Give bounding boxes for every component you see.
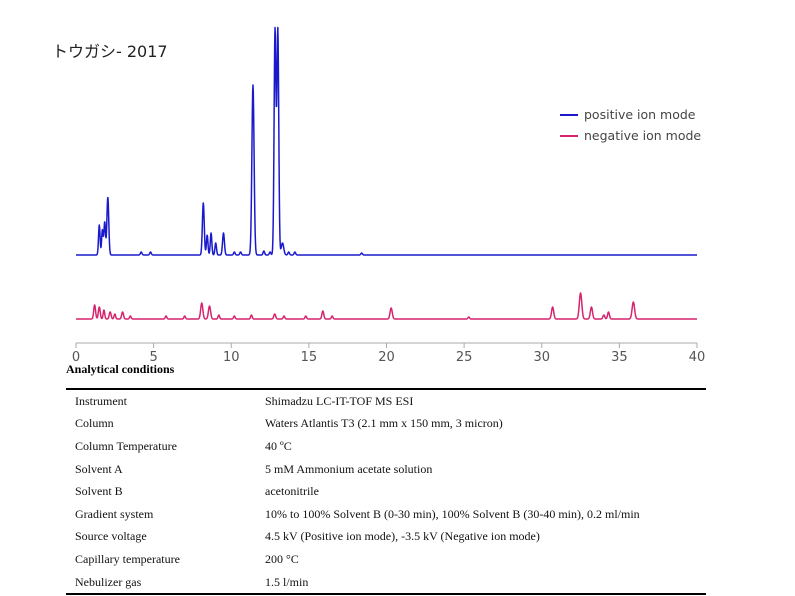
condition-value: Shimadzu LC-IT-TOF MS ESI — [265, 393, 414, 408]
condition-parameter: Nebulizer gas — [75, 574, 142, 589]
chromatogram-chart: 0 5 10 15 20 25 30 35 40 — [72, 26, 706, 365]
legend-swatch-negative — [560, 134, 578, 137]
legend-swatch-positive — [560, 113, 578, 116]
x-tick-label: 10 — [223, 350, 240, 365]
condition-parameter: Source voltage — [75, 529, 147, 544]
x-tick-label: 40 — [689, 350, 706, 365]
condition-parameter: Instrument — [75, 393, 127, 408]
conditions-row: Solvent B acetonitrile — [66, 480, 706, 503]
conditions-row: Solvent A 5 mM Ammonium acetate solution — [66, 458, 706, 481]
condition-value: 200 °C — [265, 551, 299, 566]
x-tick-label: 0 — [72, 350, 80, 365]
chart-legend: positive ion mode negative ion mode — [560, 104, 701, 146]
condition-parameter: Column Temperature — [75, 438, 177, 453]
conditions-row: Source voltage 4.5 kV (Positive ion mode)… — [66, 526, 706, 549]
condition-value: 4.5 kV (Positive ion mode), -3.5 kV (Neg… — [265, 529, 540, 544]
condition-value: 5 mM Ammonium acetate solution — [265, 461, 433, 476]
condition-value: 40 ºC — [265, 438, 292, 453]
condition-parameter: Gradient system — [75, 506, 154, 521]
conditions-row: Column Waters Atlantis T3 (2.1 mm x 150 m… — [66, 413, 706, 436]
legend-entry-negative: negative ion mode — [560, 125, 701, 146]
negative-ion-trace — [75, 292, 698, 320]
chart-title: トウガシ- 2017 — [52, 42, 168, 61]
x-tick-label: 35 — [611, 350, 628, 365]
condition-value: 10% to 100% Solvent B (0-30 min), 100% S… — [265, 506, 640, 521]
condition-value: Waters Atlantis T3 (2.1 mm x 150 mm, 3 m… — [265, 416, 503, 431]
x-tick-label: 25 — [456, 350, 473, 365]
conditions-row: Gradient system 10% to 100% Solvent B (0-… — [66, 503, 706, 526]
condition-parameter: Solvent A — [75, 461, 123, 476]
condition-parameter: Column — [75, 416, 114, 431]
conditions-row: Capillary temperature 200 °C — [66, 548, 706, 571]
conditions-row: Column Temperature 40 ºC — [66, 435, 706, 458]
positive-ion-trace — [75, 26, 698, 256]
x-tick-label: 15 — [301, 350, 318, 365]
legend-entry-positive: positive ion mode — [560, 104, 701, 125]
legend-label-negative: negative ion mode — [584, 128, 702, 143]
condition-parameter: Capillary temperature — [75, 551, 180, 566]
x-tick-label: 5 — [149, 350, 157, 365]
legend-label-positive: positive ion mode — [584, 107, 696, 122]
x-tick-label: 20 — [378, 350, 395, 365]
conditions-heading: Analytical conditions — [66, 362, 175, 376]
condition-parameter: Solvent B — [75, 484, 123, 499]
condition-value: 1.5 l/min — [265, 574, 309, 589]
conditions-row: Nebulizer gas 1.5 l/min — [66, 571, 706, 595]
condition-value: acetonitrile — [265, 484, 319, 499]
conditions-row: Instrument Shimadzu LC-IT-TOF MS ESI — [66, 389, 706, 413]
x-tick-label: 30 — [533, 350, 550, 365]
conditions-table: Instrument Shimadzu LC-IT-TOF MS ESI Colum… — [66, 388, 706, 596]
